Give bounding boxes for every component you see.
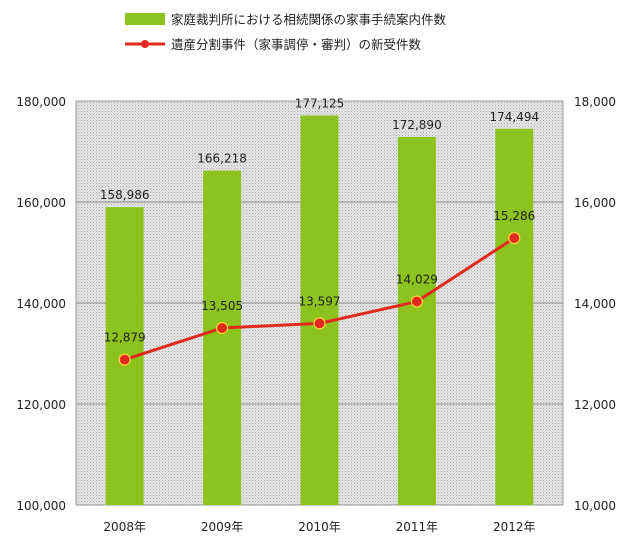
line-point xyxy=(508,231,521,245)
bar-value-label: 172,890 xyxy=(392,118,442,132)
left-axis-tick-label: 120,000 xyxy=(16,398,66,412)
line-value-label: 13,505 xyxy=(201,299,243,313)
legend: 家庭裁判所における相続関係の家事手続案内件数 遺産分割事件（家事調停・審判）の新… xyxy=(125,12,447,52)
bar-value-label: 177,125 xyxy=(295,97,345,111)
bar xyxy=(203,170,242,505)
left-axis-tick-label: 160,000 xyxy=(16,196,66,210)
bar-series xyxy=(105,115,534,506)
bar xyxy=(495,128,534,505)
line-value-labels: 12,879 13,505 13,597 14,029 15,286 xyxy=(104,209,536,345)
x-axis-tick-label: 2011年 xyxy=(396,520,439,534)
left-axis-labels: 100,000 120,000 140,000 160,000 180,000 xyxy=(16,95,66,513)
line-point xyxy=(216,321,229,335)
line-point xyxy=(118,353,131,366)
x-axis-labels: 2008年 2009年 2010年 2011年 2012年 xyxy=(103,520,535,534)
bar xyxy=(397,136,436,505)
right-axis-tick-label: 18,000 xyxy=(574,95,616,109)
legend-bar-label: 家庭裁判所における相続関係の家事手続案内件数 xyxy=(171,12,447,27)
bar-value-label: 166,218 xyxy=(197,152,247,166)
line-value-label: 12,879 xyxy=(104,331,146,345)
left-axis-tick-label: 100,000 xyxy=(16,499,66,513)
line-value-label: 14,029 xyxy=(396,273,438,287)
line-point xyxy=(410,295,423,308)
x-axis-tick-label: 2012年 xyxy=(493,520,536,534)
left-axis-tick-label: 140,000 xyxy=(16,297,66,311)
x-axis-tick-label: 2009年 xyxy=(201,520,244,534)
legend-line-label: 遺産分割事件（家事調停・審判）の新受件数 xyxy=(171,37,422,52)
left-axis-tick-label: 180,000 xyxy=(16,95,66,109)
bar-value-labels: 158,986 166,218 177,125 172,890 174,494 xyxy=(100,97,539,203)
line-series xyxy=(118,231,521,366)
right-axis-tick-label: 12,000 xyxy=(574,398,616,412)
right-axis-tick-label: 10,000 xyxy=(574,499,616,513)
x-axis-tick-label: 2008年 xyxy=(103,520,146,534)
line-value-label: 13,597 xyxy=(299,294,341,308)
bar-value-label: 158,986 xyxy=(100,188,150,202)
bar-value-label: 174,494 xyxy=(489,110,539,124)
line-value-label: 15,286 xyxy=(493,209,535,223)
bar xyxy=(300,115,339,506)
legend-line-marker xyxy=(141,40,149,48)
line-point xyxy=(313,317,326,330)
legend-bar-swatch xyxy=(125,13,165,25)
right-axis-tick-label: 14,000 xyxy=(574,297,616,311)
right-axis-labels: 10,000 12,000 14,000 16,000 18,000 xyxy=(574,95,616,513)
x-axis-tick-label: 2010年 xyxy=(298,520,341,534)
right-axis-tick-label: 16,000 xyxy=(574,196,616,210)
